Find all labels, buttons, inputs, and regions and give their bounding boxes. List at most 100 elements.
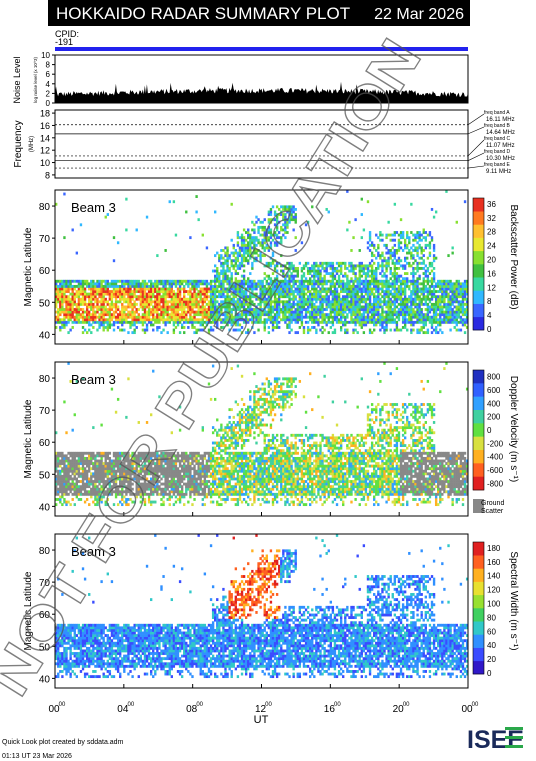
data-cell — [185, 290, 188, 293]
data-cell — [176, 315, 180, 319]
data-cell — [218, 315, 221, 319]
data-cell — [94, 310, 97, 314]
data-cell — [141, 487, 145, 491]
data-cell — [449, 302, 452, 306]
data-cell — [406, 279, 409, 283]
data-cell — [81, 472, 85, 476]
data-cell — [222, 318, 225, 322]
data-cell — [228, 308, 231, 311]
data-cell — [57, 490, 60, 494]
data-cell — [149, 290, 153, 293]
data-cell — [187, 326, 190, 329]
data-cell — [319, 290, 322, 293]
data-cell — [63, 326, 66, 329]
data-cell — [139, 487, 143, 491]
data-cell — [348, 264, 351, 268]
data-cell — [131, 313, 134, 317]
data-cell — [265, 292, 268, 296]
data-cell — [88, 297, 91, 301]
data-cell — [282, 207, 285, 211]
data-cell — [381, 254, 384, 258]
data-cell — [216, 318, 219, 322]
data-cell — [102, 287, 105, 291]
data-cell — [284, 315, 287, 319]
data-cell — [333, 284, 337, 288]
data-cell — [168, 313, 171, 317]
data-cell — [234, 249, 238, 252]
data-cell — [73, 456, 76, 460]
data-cell — [147, 451, 151, 455]
data-cell — [240, 259, 244, 263]
data-cell — [63, 469, 66, 473]
data-cell — [100, 467, 103, 471]
data-cell — [191, 326, 194, 329]
data-cell — [110, 302, 114, 306]
data-cell — [127, 472, 130, 476]
data-cell — [230, 277, 233, 281]
data-cell — [94, 495, 97, 499]
data-cell — [317, 308, 320, 311]
data-cell — [395, 267, 399, 270]
data-cell — [393, 202, 397, 206]
data-cell — [368, 243, 372, 247]
data-cell — [121, 474, 124, 478]
data-cell — [65, 487, 68, 491]
data-cell — [381, 274, 384, 278]
data-cell — [191, 302, 194, 306]
data-cell — [362, 320, 366, 324]
data-cell — [183, 295, 186, 299]
data-cell — [403, 300, 407, 304]
data-cell — [234, 305, 238, 309]
data-cell — [430, 284, 434, 288]
data-cell — [416, 241, 419, 245]
data-cell — [110, 282, 114, 286]
data-cell — [329, 272, 332, 275]
data-cell — [116, 467, 120, 471]
data-cell — [292, 269, 295, 273]
data-cell — [81, 315, 85, 319]
data-cell — [108, 326, 112, 329]
data-cell — [63, 287, 66, 291]
data-cell — [453, 300, 456, 304]
data-cell — [104, 492, 107, 496]
data-cell — [67, 469, 70, 473]
data-cell — [337, 308, 341, 311]
data-cell — [125, 464, 128, 468]
data-cell — [408, 308, 411, 311]
data-cell — [350, 305, 353, 309]
data-cell — [267, 308, 271, 311]
data-cell — [110, 467, 114, 471]
data-cell — [116, 454, 120, 458]
data-cell — [94, 459, 97, 463]
data-cell — [416, 308, 419, 311]
data-cell — [286, 207, 289, 211]
data-cell — [401, 320, 405, 324]
data-cell — [77, 297, 81, 301]
data-cell — [251, 264, 254, 268]
data-cell — [253, 223, 256, 227]
data-cell — [180, 297, 184, 301]
data-cell — [263, 320, 266, 324]
data-cell — [335, 279, 339, 283]
data-cell — [135, 490, 138, 494]
data-cell — [121, 297, 124, 301]
data-cell — [75, 292, 79, 296]
data-cell — [164, 297, 167, 301]
data-cell — [325, 267, 328, 270]
data-cell — [360, 236, 363, 240]
data-cell — [356, 310, 359, 314]
data-cell — [211, 269, 215, 273]
data-cell — [356, 308, 359, 311]
data-cell — [269, 236, 273, 240]
data-cell — [158, 282, 161, 286]
data-cell — [323, 282, 326, 286]
data-cell — [143, 300, 147, 304]
data-cell — [199, 279, 202, 283]
data-cell — [193, 318, 196, 322]
data-cell — [92, 485, 95, 489]
data-cell — [129, 474, 132, 478]
data-cell — [375, 287, 378, 291]
data-cell — [455, 313, 458, 317]
data-cell — [364, 308, 368, 311]
